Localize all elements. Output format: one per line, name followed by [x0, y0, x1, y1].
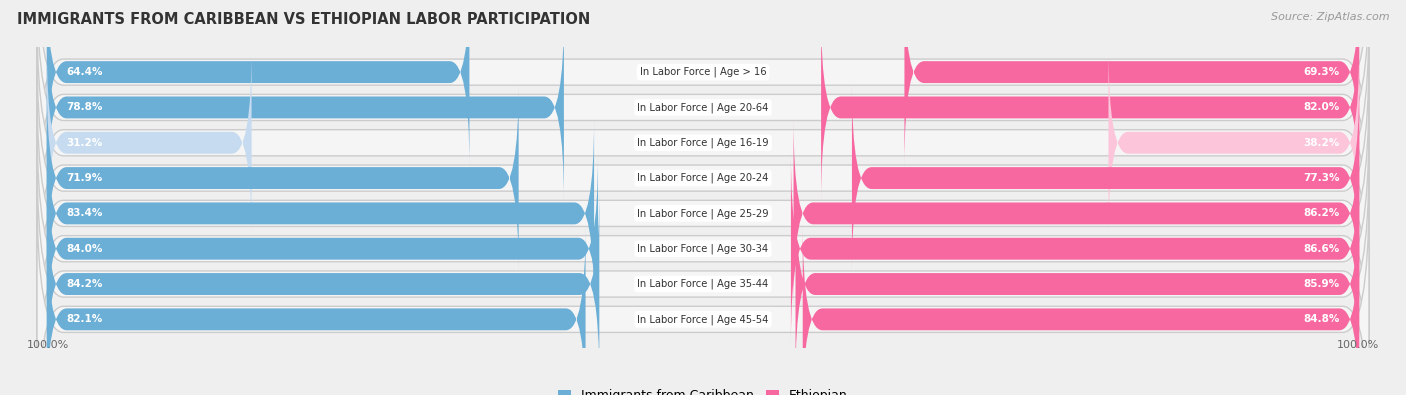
Legend: Immigrants from Caribbean, Ethiopian: Immigrants from Caribbean, Ethiopian	[554, 384, 852, 395]
FancyBboxPatch shape	[904, 0, 1360, 167]
FancyBboxPatch shape	[792, 154, 1360, 344]
FancyBboxPatch shape	[46, 189, 599, 379]
Text: 84.2%: 84.2%	[66, 279, 103, 289]
FancyBboxPatch shape	[37, 50, 1369, 306]
FancyBboxPatch shape	[46, 118, 595, 308]
Text: 77.3%: 77.3%	[1303, 173, 1340, 183]
Text: In Labor Force | Age 35-44: In Labor Force | Age 35-44	[637, 279, 769, 289]
Text: 69.3%: 69.3%	[1303, 67, 1340, 77]
Text: 78.8%: 78.8%	[66, 102, 103, 113]
Text: In Labor Force | Age > 16: In Labor Force | Age > 16	[640, 67, 766, 77]
Text: In Labor Force | Age 20-24: In Labor Force | Age 20-24	[637, 173, 769, 183]
Text: IMMIGRANTS FROM CARIBBEAN VS ETHIOPIAN LABOR PARTICIPATION: IMMIGRANTS FROM CARIBBEAN VS ETHIOPIAN L…	[17, 12, 591, 27]
Text: In Labor Force | Age 25-29: In Labor Force | Age 25-29	[637, 208, 769, 219]
FancyBboxPatch shape	[821, 12, 1360, 203]
FancyBboxPatch shape	[46, 48, 252, 238]
FancyBboxPatch shape	[796, 189, 1360, 379]
Text: In Labor Force | Age 16-19: In Labor Force | Age 16-19	[637, 137, 769, 148]
FancyBboxPatch shape	[37, 191, 1369, 395]
Text: 64.4%: 64.4%	[66, 67, 103, 77]
FancyBboxPatch shape	[46, 83, 519, 273]
Text: 71.9%: 71.9%	[66, 173, 103, 183]
FancyBboxPatch shape	[37, 15, 1369, 271]
FancyBboxPatch shape	[37, 0, 1369, 236]
FancyBboxPatch shape	[46, 224, 585, 395]
Text: 86.6%: 86.6%	[1303, 244, 1340, 254]
FancyBboxPatch shape	[37, 120, 1369, 377]
Text: In Labor Force | Age 30-34: In Labor Force | Age 30-34	[637, 243, 769, 254]
FancyBboxPatch shape	[1108, 48, 1360, 238]
Text: 84.0%: 84.0%	[66, 244, 103, 254]
Text: 83.4%: 83.4%	[66, 209, 103, 218]
FancyBboxPatch shape	[37, 0, 1369, 200]
Text: 31.2%: 31.2%	[66, 138, 103, 148]
FancyBboxPatch shape	[46, 12, 564, 203]
Text: 100.0%: 100.0%	[27, 340, 69, 350]
Text: Source: ZipAtlas.com: Source: ZipAtlas.com	[1271, 12, 1389, 22]
Text: 82.0%: 82.0%	[1303, 102, 1340, 113]
FancyBboxPatch shape	[37, 156, 1369, 395]
FancyBboxPatch shape	[46, 154, 598, 344]
Text: 82.1%: 82.1%	[66, 314, 103, 324]
Text: 85.9%: 85.9%	[1303, 279, 1340, 289]
Text: 86.2%: 86.2%	[1303, 209, 1340, 218]
Text: In Labor Force | Age 45-54: In Labor Force | Age 45-54	[637, 314, 769, 325]
FancyBboxPatch shape	[852, 83, 1360, 273]
Text: 84.8%: 84.8%	[1303, 314, 1340, 324]
Text: 100.0%: 100.0%	[1337, 340, 1379, 350]
Text: 38.2%: 38.2%	[1303, 138, 1340, 148]
Text: In Labor Force | Age 20-64: In Labor Force | Age 20-64	[637, 102, 769, 113]
FancyBboxPatch shape	[37, 85, 1369, 342]
FancyBboxPatch shape	[803, 224, 1360, 395]
FancyBboxPatch shape	[793, 118, 1360, 308]
FancyBboxPatch shape	[46, 0, 470, 167]
